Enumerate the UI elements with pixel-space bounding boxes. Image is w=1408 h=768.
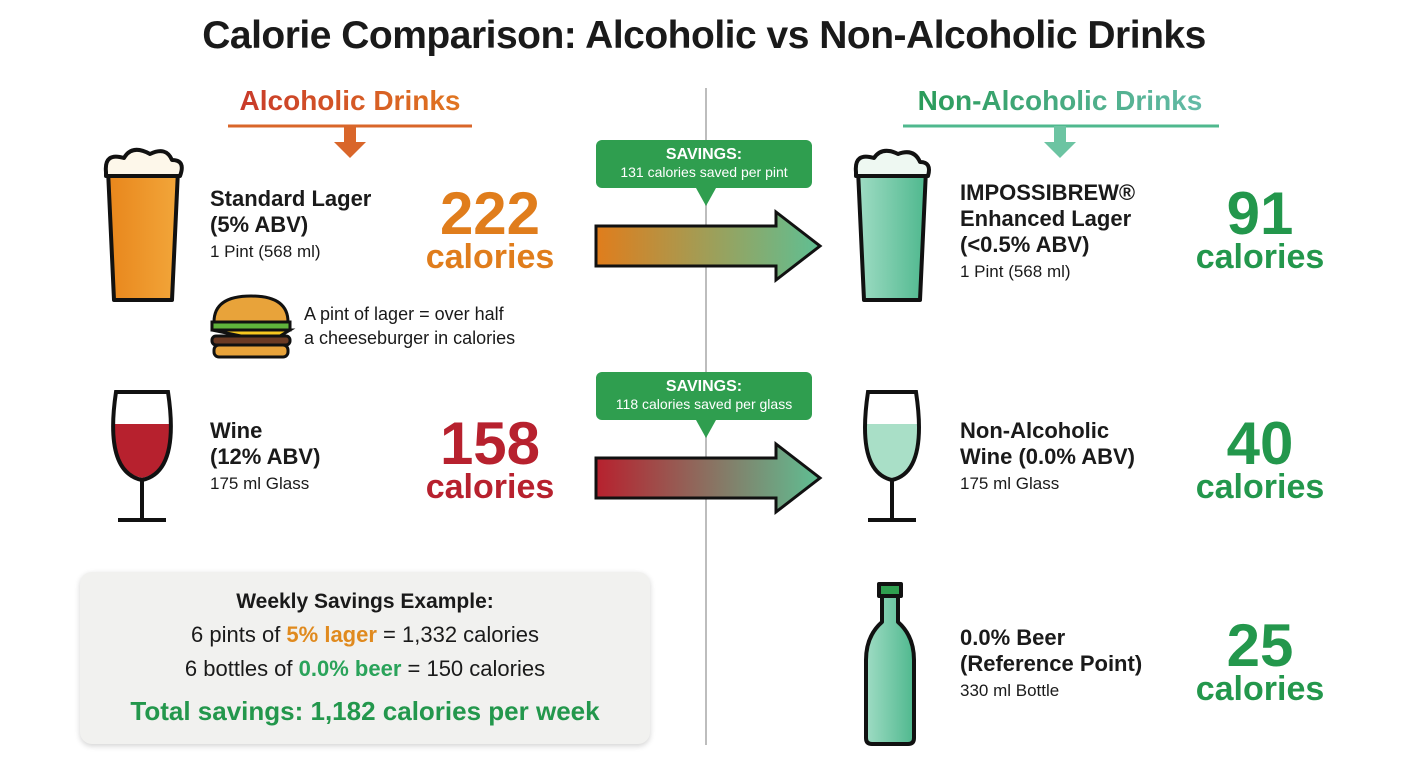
- weekly-total: Total savings: 1,182 calories per week: [130, 696, 600, 726]
- column-heading: Alcoholic Drinks: [170, 85, 530, 117]
- name-line: Non-Alcoholic: [960, 418, 1110, 443]
- name-line: (12% ABV): [210, 444, 321, 469]
- name-line: Wine: [210, 418, 263, 443]
- text: = 150 calories: [401, 656, 546, 681]
- name-line: (5% ABV): [210, 212, 309, 237]
- name-line: (Reference Point): [960, 651, 1143, 676]
- serving: 175 ml Glass: [960, 474, 1060, 493]
- highlight: 5% lager: [286, 622, 377, 647]
- name-line: IMPOSSIBREW®: [960, 180, 1136, 205]
- weekly-savings-box: Weekly Savings Example: 6 pints of 5% la…: [80, 572, 650, 744]
- na-wine-glass-icon: [863, 390, 921, 522]
- calorie-value: 40: [1226, 410, 1294, 477]
- calorie-unit: calories: [1195, 468, 1325, 506]
- callout-pointer: [696, 188, 716, 206]
- name-line: Enhanced Lager: [960, 206, 1132, 231]
- serving: 1 Pint (568 ml): [210, 242, 321, 261]
- drink-info: Wine (12% ABV) 175 ml Glass: [210, 418, 320, 494]
- weekly-line: 6 bottles of 0.0% beer = 150 calories: [80, 656, 650, 682]
- drink-info: Standard Lager (5% ABV) 1 Pint (568 ml): [210, 186, 371, 262]
- name-line: 0.0% Beer: [960, 625, 1066, 650]
- calorie-unit: calories: [1195, 670, 1325, 708]
- note-line: a cheeseburger in calories: [304, 328, 516, 348]
- bottle-icon: [864, 582, 916, 746]
- savings-arrow: [594, 440, 823, 516]
- note-line: A pint of lager = over half: [304, 304, 504, 324]
- column-heading: Non-Alcoholic Drinks: [880, 85, 1240, 117]
- drink-name: IMPOSSIBREW® Enhanced Lager (<0.5% ABV): [960, 180, 1135, 258]
- savings-label: SAVINGS:: [665, 146, 743, 163]
- savings-arrow: [594, 208, 823, 284]
- drink-name: Standard Lager (5% ABV): [210, 186, 371, 238]
- callout-pointer: [696, 420, 716, 438]
- name-line: (<0.5% ABV): [960, 232, 1090, 257]
- title: Calorie Comparison: Alcoholic vs Non-Alc…: [202, 14, 1206, 57]
- calorie-unit: calories: [425, 468, 555, 506]
- name-line: Wine (0.0% ABV): [960, 444, 1136, 469]
- text: 6 pints of: [191, 622, 287, 647]
- drink-info: IMPOSSIBREW® Enhanced Lager (<0.5% ABV) 1 …: [960, 180, 1135, 282]
- calorie-unit: calories: [425, 238, 555, 276]
- drink-info: Non-Alcoholic Wine (0.0% ABV) 175 ml Glas…: [960, 418, 1135, 494]
- down-arrow: [1044, 126, 1076, 158]
- calories: 40 calories: [1140, 410, 1380, 506]
- calories: 222 calories: [370, 180, 610, 276]
- calories: 158 calories: [370, 410, 610, 506]
- drink-name: 0.0% Beer (Reference Point): [960, 625, 1142, 677]
- savings-text: 131 calories saved per pint: [620, 164, 788, 180]
- serving: 175 ml Glass: [210, 474, 310, 493]
- drink-name: Non-Alcoholic Wine (0.0% ABV): [960, 418, 1135, 470]
- lager-glass-icon: [103, 147, 184, 302]
- wine-glass-icon: [111, 390, 173, 522]
- weekly-line: 6 pints of 5% lager = 1,332 calories: [80, 622, 650, 648]
- down-arrow: [334, 126, 366, 158]
- highlight: 0.0% beer: [298, 656, 402, 681]
- drink-name: Wine (12% ABV): [210, 418, 320, 470]
- calories: 91 calories: [1140, 180, 1380, 276]
- drink-info: 0.0% Beer (Reference Point) 330 ml Bottle: [960, 625, 1142, 701]
- savings-text: 118 calories saved per glass: [615, 396, 793, 412]
- weekly-title: Weekly Savings Example:: [236, 590, 494, 613]
- comparison-note: A pint of lager = over half a cheeseburge…: [304, 302, 515, 350]
- text: = 1,332 calories: [376, 622, 539, 647]
- na-lager-glass-icon: [853, 148, 931, 302]
- calorie-value: 91: [1226, 180, 1294, 247]
- name-line: Standard Lager: [210, 186, 372, 211]
- savings-label: SAVINGS:: [665, 378, 743, 395]
- text: 6 bottles of: [184, 656, 299, 681]
- savings-callout: SAVINGS: 131 calories saved per pint: [596, 140, 812, 188]
- calories: 25 calories: [1140, 612, 1380, 708]
- serving: 1 Pint (568 ml): [960, 262, 1071, 281]
- burger-icon: [210, 294, 296, 359]
- calorie-unit: calories: [1195, 238, 1325, 276]
- calorie-value: 25: [1226, 612, 1294, 679]
- calorie-value: 222: [439, 180, 541, 247]
- serving: 330 ml Bottle: [960, 681, 1060, 700]
- savings-callout: SAVINGS: 118 calories saved per glass: [596, 372, 812, 420]
- calorie-value: 158: [439, 410, 541, 477]
